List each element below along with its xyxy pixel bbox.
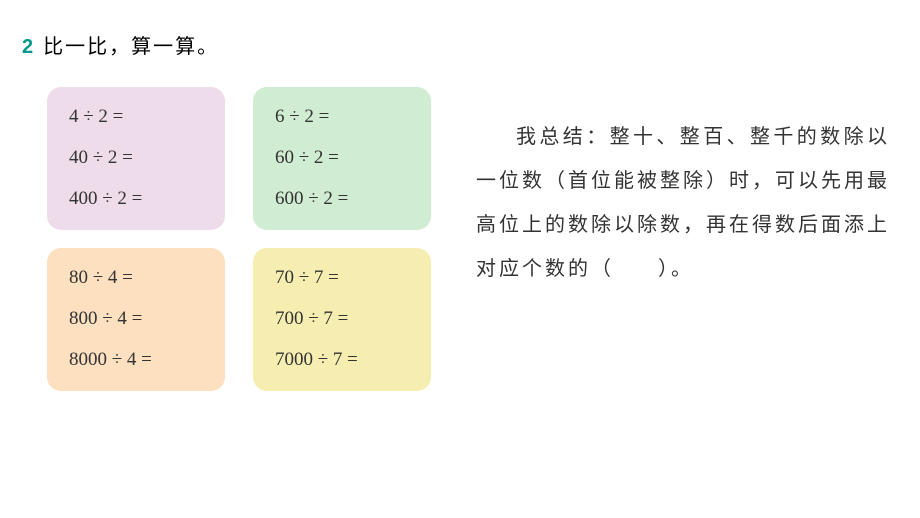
equation: 70 ÷ 7 = [275, 268, 409, 287]
equation: 7000 ÷ 7 = [275, 350, 409, 369]
summary-suffix: ）。 [658, 258, 694, 280]
equation: 80 ÷ 4 = [69, 268, 203, 287]
equation: 60 ÷ 2 = [275, 148, 409, 167]
problem-box-1: 4 ÷ 2 = 40 ÷ 2 = 400 ÷ 2 = [47, 87, 225, 230]
summary-prefix: 我总结：整十、整百、整千的数除以一位数（首位能被整除）时，可以先用最高位上的数除… [476, 126, 890, 280]
question-number: 2 [22, 36, 33, 59]
problem-box-2: 6 ÷ 2 = 60 ÷ 2 = 600 ÷ 2 = [253, 87, 431, 230]
equation: 4 ÷ 2 = [69, 107, 203, 126]
problem-box-4: 70 ÷ 7 = 700 ÷ 7 = 7000 ÷ 7 = [253, 248, 431, 391]
problem-box-3: 80 ÷ 4 = 800 ÷ 4 = 8000 ÷ 4 = [47, 248, 225, 391]
problem-boxes: 4 ÷ 2 = 40 ÷ 2 = 400 ÷ 2 = 6 ÷ 2 = 60 ÷ … [47, 87, 431, 391]
question-header: 2 比一比，算一算。 [22, 30, 895, 59]
equation: 700 ÷ 7 = [275, 309, 409, 328]
equation: 800 ÷ 4 = [69, 309, 203, 328]
equation: 8000 ÷ 4 = [69, 350, 203, 369]
summary-text: 我总结：整十、整百、整千的数除以一位数（首位能被整除）时，可以先用最高位上的数除… [451, 87, 895, 391]
equation: 400 ÷ 2 = [69, 189, 203, 208]
question-title: 比一比，算一算。 [43, 30, 219, 59]
equation: 600 ÷ 2 = [275, 189, 409, 208]
content-area: 4 ÷ 2 = 40 ÷ 2 = 400 ÷ 2 = 6 ÷ 2 = 60 ÷ … [25, 87, 895, 391]
equation: 6 ÷ 2 = [275, 107, 409, 126]
equation: 40 ÷ 2 = [69, 148, 203, 167]
